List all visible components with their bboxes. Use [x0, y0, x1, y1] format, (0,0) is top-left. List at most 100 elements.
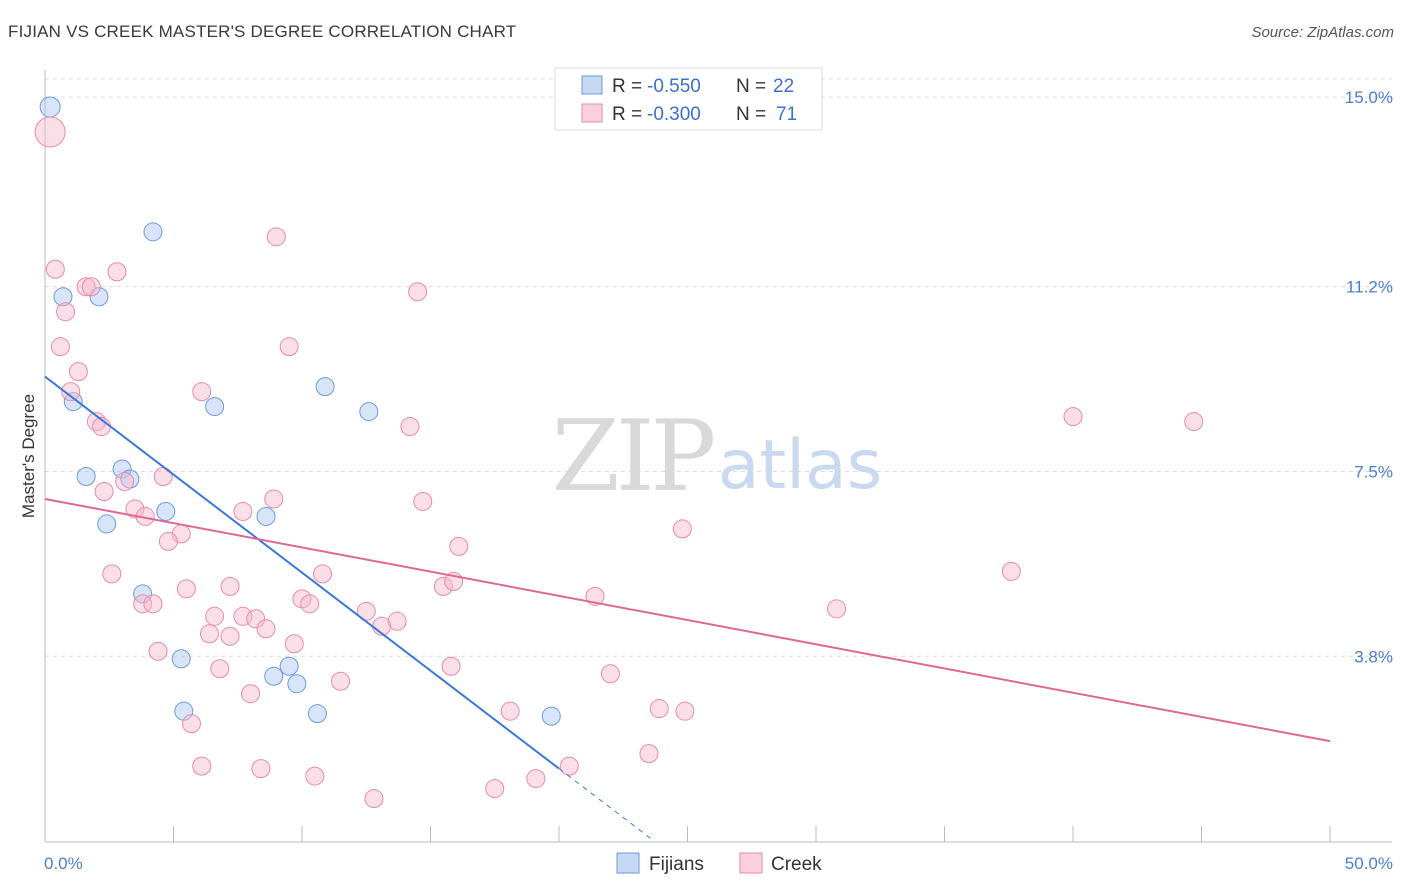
- point-creek-11: [61, 382, 81, 402]
- point-creek-30: [102, 564, 122, 584]
- point-creek-70: [364, 789, 384, 809]
- point-creek-44: [205, 606, 225, 626]
- point-creek-42: [356, 601, 376, 621]
- point-creek-53: [148, 641, 168, 661]
- point-creek-46: [246, 609, 266, 629]
- point-fijians-16: [264, 666, 284, 686]
- series-fijians: [39, 96, 561, 726]
- grid-lines: [45, 78, 1392, 657]
- point-creek-60: [649, 699, 669, 719]
- point-creek-4: [81, 277, 101, 297]
- point-creek-1: [45, 259, 65, 279]
- point-creek-17: [1184, 412, 1204, 432]
- point-fijians-11: [97, 514, 117, 534]
- point-creek-49: [256, 619, 276, 639]
- y-tick-label-3: 15.0%: [1345, 88, 1393, 107]
- point-fijians-9: [112, 459, 132, 479]
- legend-swatch-creek: [581, 103, 603, 123]
- source-label: Source: ZipAtlas.com: [1251, 24, 1394, 41]
- series-legend-label-fijians: Fijians: [649, 854, 704, 875]
- legend-r-label-fijians: R =: [612, 76, 642, 97]
- y-tick-label-2: 11.2%: [1346, 278, 1393, 297]
- point-creek-57: [331, 671, 351, 691]
- legend-n-label-fijians: N =: [736, 76, 766, 97]
- point-creek-59: [500, 701, 520, 721]
- x-tick-labels: 0.0% 50.0%: [44, 854, 1393, 873]
- point-creek-8: [50, 337, 70, 357]
- point-creek-9: [279, 337, 299, 357]
- point-creek-12: [192, 382, 212, 402]
- point-creek-47: [387, 611, 407, 631]
- point-creek-29: [449, 536, 469, 556]
- point-creek-68: [526, 769, 546, 789]
- stats-legend: R = -0.550 N = 22 R = -0.300 N = 71: [554, 67, 823, 131]
- point-creek-62: [181, 714, 201, 734]
- point-creek-55: [441, 656, 461, 676]
- point-creek-0: [34, 116, 66, 148]
- y-tick-label-1: 7.5%: [1354, 463, 1393, 482]
- series-legend-label-creek: Creek: [771, 854, 822, 875]
- point-creek-28: [672, 519, 692, 539]
- point-creek-34: [220, 576, 240, 596]
- axes: [44, 70, 1392, 843]
- point-creek-41: [300, 594, 320, 614]
- data-points: [34, 96, 1204, 809]
- legend-n-value-fijians: 22: [773, 76, 794, 97]
- watermark: ZIP atlas: [552, 400, 883, 514]
- legend-n-value-creek: 71: [776, 104, 797, 125]
- point-creek-33: [176, 579, 196, 599]
- point-creek-63: [639, 744, 659, 764]
- watermark-atlas: atlas: [718, 426, 882, 505]
- point-creek-2: [107, 262, 127, 282]
- chart-title: FIJIAN VS CREEK MASTER'S DEGREE CORRELAT…: [8, 22, 517, 41]
- point-creek-67: [305, 766, 325, 786]
- point-creek-21: [264, 489, 284, 509]
- point-fijians-21: [541, 706, 561, 726]
- point-creek-56: [600, 664, 620, 684]
- point-creek-43: [827, 599, 847, 619]
- point-fijians-12: [156, 501, 176, 521]
- point-fijians-10: [120, 469, 140, 489]
- trend-extension-fijians: [558, 768, 655, 842]
- point-fijians-13: [256, 506, 276, 526]
- point-creek-58: [241, 684, 261, 704]
- point-creek-25: [233, 501, 253, 521]
- point-creek-32: [1001, 561, 1021, 581]
- y-tick-labels: 3.8% 7.5% 11.2% 15.0%: [1345, 88, 1393, 666]
- point-creek-18: [153, 466, 173, 486]
- point-creek-69: [485, 779, 505, 799]
- series-creek: [34, 116, 1204, 809]
- point-fijians-7: [359, 402, 379, 422]
- point-creek-15: [400, 417, 420, 437]
- point-fijians-14: [133, 584, 153, 604]
- trend-line-creek: [44, 497, 1331, 743]
- point-creek-5: [56, 302, 76, 322]
- legend-r-label-creek: R =: [612, 104, 642, 125]
- point-fijians-15: [171, 649, 191, 669]
- trend-lines: [44, 375, 1331, 842]
- point-fijians-18: [287, 674, 307, 694]
- point-fijians-20: [307, 704, 327, 724]
- point-creek-50: [199, 624, 219, 644]
- point-creek-61: [675, 701, 695, 721]
- point-creek-54: [210, 659, 230, 679]
- point-creek-19: [115, 471, 135, 491]
- legend-swatch-fijians: [581, 75, 603, 95]
- point-fijians-2: [53, 287, 73, 307]
- x-tick-label-1: 50.0%: [1345, 854, 1393, 873]
- point-creek-27: [158, 531, 178, 551]
- point-creek-3: [76, 277, 96, 297]
- legend-r-value-creek: -0.300: [647, 104, 701, 125]
- point-creek-7: [408, 282, 428, 302]
- point-creek-20: [94, 481, 114, 501]
- watermark-zip: ZIP: [552, 400, 714, 514]
- series-legend: Fijians Creek: [616, 852, 822, 875]
- point-creek-35: [433, 576, 453, 596]
- series-legend-swatch-fijians: [616, 852, 640, 874]
- point-fijians-3: [89, 287, 109, 307]
- trend-line-fijians: [44, 375, 560, 770]
- point-creek-66: [559, 756, 579, 776]
- point-creek-31: [313, 564, 333, 584]
- point-creek-64: [192, 756, 212, 776]
- series-legend-swatch-creek: [739, 852, 763, 874]
